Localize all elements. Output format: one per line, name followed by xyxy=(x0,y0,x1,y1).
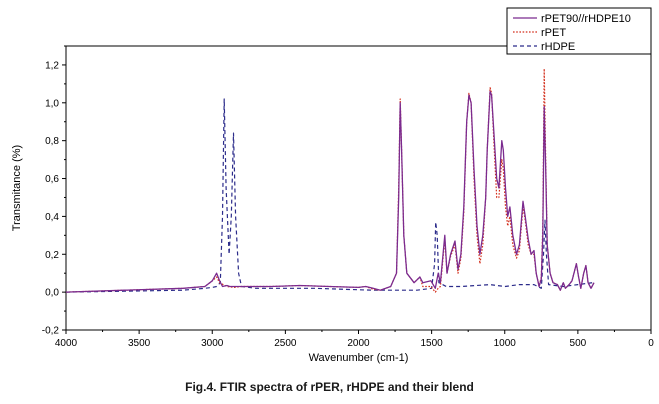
y-tick-label: 1,2 xyxy=(45,60,59,71)
x-tick-label: 3500 xyxy=(128,338,151,349)
x-tick-label: 3000 xyxy=(201,338,224,349)
y-tick-label: 1,0 xyxy=(45,98,59,109)
x-axis-title: Wavenumber (cm-1) xyxy=(309,352,409,364)
x-tick-label: 2000 xyxy=(347,338,370,349)
x-tick-label: 2500 xyxy=(274,338,297,349)
y-tick-label: 0,0 xyxy=(45,288,59,299)
y-tick-label: 0,8 xyxy=(45,136,59,147)
series-line-rpet90-rhdpe10 xyxy=(65,90,595,293)
legend: rPET90//rHDPE10 rPET rHDPE xyxy=(506,7,652,55)
y-axis-title: Transmitance (%) xyxy=(11,145,23,231)
legend-box xyxy=(506,7,652,55)
legend-label: rPET90//rHDPE10 xyxy=(541,13,631,25)
y-tick-label: 0,4 xyxy=(45,212,59,223)
x-tick-label: 500 xyxy=(570,338,587,349)
figure-caption: Fig.4. FTIR spectra of rPER, rHDPE and t… xyxy=(185,380,474,394)
x-tick-label: 1500 xyxy=(421,338,444,349)
x-tick-label: 0 xyxy=(648,338,654,349)
legend-label: rPET xyxy=(541,27,566,39)
series-line-rhdpe xyxy=(65,98,593,293)
series-layer xyxy=(65,68,595,293)
legend-label: rHDPE xyxy=(541,41,575,53)
y-tick-label: 0,6 xyxy=(45,174,59,185)
x-tick-label: 4000 xyxy=(55,338,78,349)
x-tick-label: 1000 xyxy=(494,338,517,349)
axes-layer: 4000 3500 3000 2500 2000 1500 1000 500 0 -0,2 0,0 0… xyxy=(42,45,654,349)
y-tick-label: 0,2 xyxy=(45,250,59,261)
series-line-rpet xyxy=(65,68,595,293)
y-tick-label: -0,2 xyxy=(42,326,60,337)
